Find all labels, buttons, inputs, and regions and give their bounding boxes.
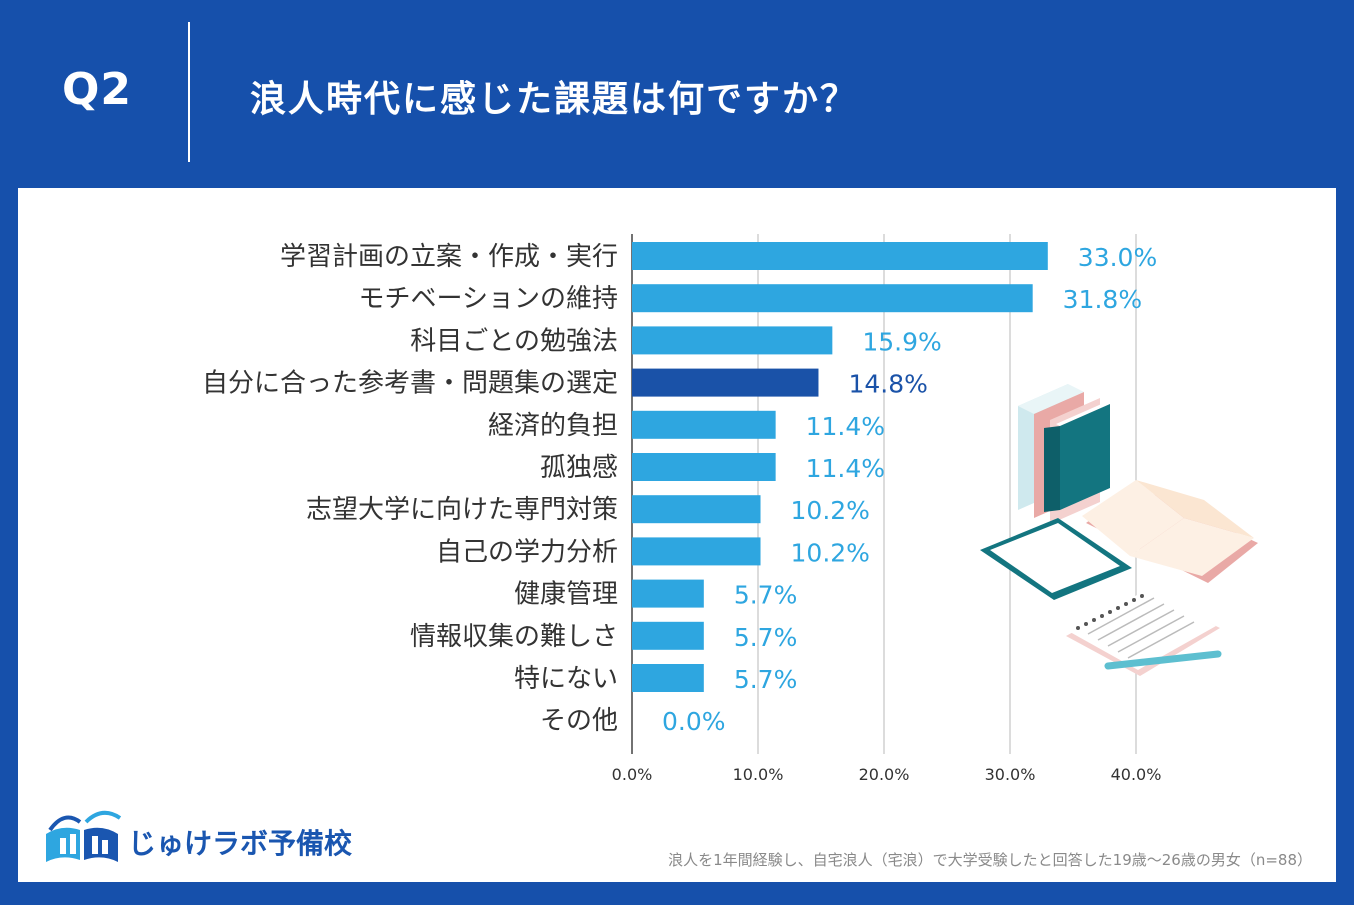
category-label: 自己の学力分析	[436, 537, 618, 567]
question-label: Q2	[62, 64, 133, 115]
category-label: モチベーションの維持	[359, 284, 618, 314]
brand-name: じゅけラボ予備校	[128, 827, 353, 860]
data-label: 0.0%	[662, 707, 726, 736]
survey-footnote: 浪人を1年間経験し、自宅浪人（宅浪）で大学受験したと回答した19歳～26歳の男女…	[668, 851, 1312, 869]
bar	[632, 326, 833, 355]
data-label: 33.0%	[1078, 243, 1157, 272]
category-label: 孤独感	[540, 453, 618, 483]
header: Q2 浪人時代に感じた課題は何ですか？	[0, 0, 1354, 188]
data-label: 14.8%	[848, 370, 927, 399]
tablet-icon	[980, 518, 1132, 600]
category-label: 特にない	[514, 664, 618, 694]
bar	[632, 579, 704, 608]
category-label: 情報収集の難しさ	[410, 622, 618, 652]
data-label: 11.4%	[806, 412, 885, 441]
data-label: 5.7%	[734, 581, 798, 610]
category-label: 科目ごとの勉強法	[410, 326, 618, 356]
data-label: 5.7%	[734, 623, 798, 652]
open-book-icon	[1082, 480, 1258, 583]
category-label: 志望大学に向けた専門対策	[306, 495, 618, 525]
pen-icon	[1104, 650, 1222, 670]
x-tick-label: 10.0%	[733, 765, 784, 784]
data-label: 15.9%	[862, 327, 941, 356]
bar	[632, 410, 776, 439]
bar	[632, 621, 704, 650]
category-label: 経済的負担	[488, 411, 618, 441]
x-tick-label: 30.0%	[985, 765, 1036, 784]
bar	[632, 537, 761, 566]
header-divider	[188, 22, 190, 162]
bar	[632, 664, 704, 692]
books-icon	[1018, 384, 1110, 524]
bar	[632, 495, 761, 524]
x-tick-label: 40.0%	[1111, 765, 1162, 784]
bar-chart: 0.0% 10.0% 20.0% 30.0% 40.0% 学習計画の立案・作成・実行 33.…	[202, 234, 1162, 784]
bar	[632, 242, 1048, 270]
brand-logo: じゅけラボ予備校	[40, 800, 370, 870]
x-tick-label: 0.0%	[612, 765, 653, 784]
notebook-icon	[1066, 590, 1222, 676]
data-label: 10.2%	[791, 496, 870, 525]
data-label: 5.7%	[734, 665, 798, 694]
book-logo-icon	[46, 810, 122, 862]
category-label: 自分に合った参考書・問題集の選定	[202, 369, 618, 399]
category-label: 学習計画の立案・作成・実行	[280, 242, 618, 272]
data-label: 11.4%	[806, 454, 885, 483]
data-label: 31.8%	[1063, 285, 1142, 314]
bar	[632, 368, 819, 397]
x-tick-label: 20.0%	[859, 765, 910, 784]
bar	[632, 453, 776, 481]
bar	[632, 284, 1033, 313]
data-label: 10.2%	[791, 538, 870, 567]
study-illustration	[980, 384, 1258, 676]
category-label: 健康管理	[514, 580, 618, 610]
category-label: その他	[540, 706, 618, 736]
question-title: 浪人時代に感じた課題は何ですか？	[250, 79, 859, 120]
